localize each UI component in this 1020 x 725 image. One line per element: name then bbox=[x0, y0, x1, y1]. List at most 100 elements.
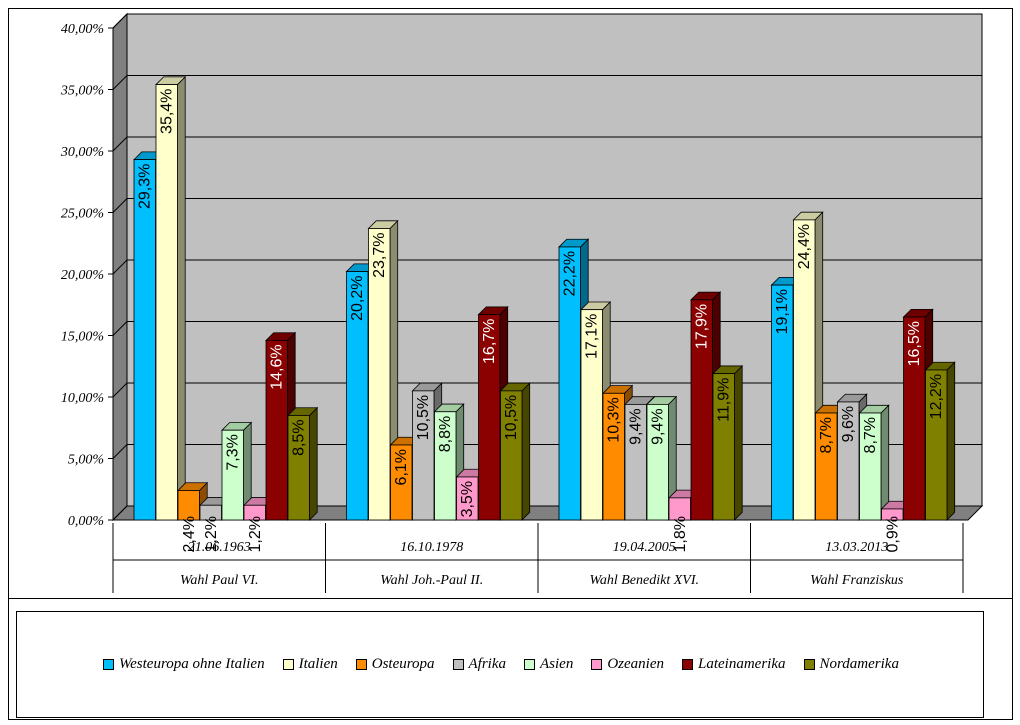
x-tick-label-election: Wahl Benedikt XVI. bbox=[589, 573, 699, 588]
legend-item: Asien bbox=[524, 656, 573, 673]
legend-item: Ozeanien bbox=[591, 656, 664, 673]
legend-item: Nordamerika bbox=[803, 656, 899, 673]
bar bbox=[580, 309, 603, 521]
y-tick-label: 35,00% bbox=[60, 84, 104, 99]
x-tick-label-date: 19.04.2005 bbox=[613, 540, 676, 555]
legend-item: Lateinamerika bbox=[682, 656, 786, 673]
legend-item: Westeuropa ohne Italien bbox=[103, 656, 265, 673]
gridline-side bbox=[112, 13, 128, 29]
bar bbox=[837, 401, 860, 521]
bar-side bbox=[946, 361, 956, 521]
bar bbox=[133, 159, 156, 521]
data-label: 10,3% bbox=[606, 397, 623, 442]
x-tick-label-date: 16.10.1978 bbox=[400, 540, 463, 555]
legend-row: Westeuropa ohne Italien Italien Osteuropa A… bbox=[17, 656, 985, 673]
bar bbox=[500, 390, 523, 521]
gridline-side bbox=[112, 382, 128, 398]
bar bbox=[368, 228, 391, 521]
legend-label: Nordamerika bbox=[819, 656, 899, 672]
y-tick-label: 40,00% bbox=[61, 22, 104, 37]
bar bbox=[478, 314, 501, 521]
gridline-side bbox=[112, 136, 128, 152]
bar bbox=[925, 369, 948, 521]
data-label: 9,6% bbox=[840, 406, 857, 442]
bar bbox=[155, 84, 178, 521]
bar bbox=[434, 411, 457, 521]
bar bbox=[412, 390, 435, 521]
bar bbox=[390, 444, 413, 521]
legend-swatch bbox=[524, 659, 536, 670]
bar-side bbox=[521, 382, 531, 521]
legend-swatch bbox=[452, 659, 464, 670]
data-label: 23,7% bbox=[371, 232, 388, 277]
y-tick-label: 15,00% bbox=[61, 330, 104, 345]
bar bbox=[265, 340, 288, 521]
data-label: 17,9% bbox=[694, 304, 711, 349]
data-label: 35,4% bbox=[159, 89, 176, 134]
legend: Westeuropa ohne Italien Italien Osteuropa A… bbox=[16, 611, 984, 718]
x-tick-label-election: Wahl Franziskus bbox=[810, 573, 904, 588]
legend-item: Italien bbox=[282, 656, 338, 673]
data-label: 1,2% bbox=[203, 516, 220, 552]
legend-label: Osteuropa bbox=[371, 656, 435, 672]
data-label: 7,3% bbox=[225, 434, 242, 470]
legend-label: Afrika bbox=[468, 656, 507, 672]
data-label: 8,5% bbox=[291, 419, 308, 455]
gridline-side bbox=[112, 259, 128, 275]
data-label: 8,8% bbox=[437, 416, 454, 452]
legend-swatch bbox=[355, 659, 367, 670]
data-label: 3,5% bbox=[459, 481, 476, 517]
data-label: 10,5% bbox=[503, 395, 520, 440]
bar bbox=[602, 392, 625, 521]
bar bbox=[624, 403, 647, 521]
bar bbox=[346, 271, 369, 521]
bar bbox=[199, 504, 222, 521]
bar-side bbox=[177, 75, 186, 521]
data-label: 8,7% bbox=[862, 417, 879, 453]
data-label: 1,8% bbox=[672, 516, 689, 552]
legend-swatch bbox=[682, 659, 693, 670]
x-tick-label-date: 13.03.2013 bbox=[825, 540, 888, 555]
data-label: 14,6% bbox=[269, 344, 286, 389]
bar bbox=[712, 373, 735, 521]
data-label: 16,7% bbox=[481, 319, 498, 364]
gridline-side bbox=[112, 321, 128, 336]
bar bbox=[815, 412, 838, 521]
bar-side bbox=[734, 364, 743, 521]
data-label: 6,1% bbox=[393, 449, 410, 485]
x-tick-label-election: Wahl Joh.-Paul II. bbox=[380, 573, 483, 588]
data-label: 9,4% bbox=[650, 408, 667, 444]
gridline-side bbox=[112, 505, 128, 521]
legend-label: Westeuropa ohne Italien bbox=[119, 656, 265, 672]
y-tick-label: 30,00% bbox=[60, 145, 104, 160]
data-label: 2,4% bbox=[181, 516, 198, 552]
legend-swatch bbox=[103, 659, 115, 670]
bar bbox=[646, 403, 669, 521]
bar bbox=[881, 508, 904, 521]
y-tick-label: 0,00% bbox=[68, 514, 104, 529]
bar bbox=[793, 219, 816, 521]
bar bbox=[859, 412, 882, 521]
data-label: 10,5% bbox=[415, 395, 432, 440]
data-label: 24,4% bbox=[796, 224, 813, 269]
legend-label: Ozeanien bbox=[607, 656, 664, 672]
x-tick-label-date: 21.06.1963 bbox=[188, 540, 251, 555]
y-tick-label: 10,00% bbox=[61, 391, 104, 406]
bar bbox=[221, 429, 244, 521]
data-label: 17,1% bbox=[584, 314, 601, 359]
x-tick-label-election: Wahl Paul VI. bbox=[180, 573, 258, 588]
bar bbox=[456, 476, 479, 521]
data-label: 11,9% bbox=[716, 378, 733, 422]
chart-frame bbox=[8, 8, 1013, 720]
bar-side bbox=[309, 406, 318, 521]
legend-item: Afrika bbox=[452, 656, 507, 673]
legend-swatch bbox=[591, 659, 603, 670]
chart-legend-separator bbox=[8, 598, 1013, 599]
bar bbox=[690, 299, 713, 521]
data-label: 19,1% bbox=[774, 289, 791, 334]
data-label: 9,4% bbox=[628, 408, 645, 444]
bar bbox=[177, 490, 200, 521]
data-label: 12,2% bbox=[928, 374, 945, 419]
data-label: 0,9% bbox=[884, 516, 901, 552]
chart-svg: 0,00% 5,00% 10,00% 15,00% 20,00% 25,00% 30,00%… bbox=[60, 12, 984, 593]
